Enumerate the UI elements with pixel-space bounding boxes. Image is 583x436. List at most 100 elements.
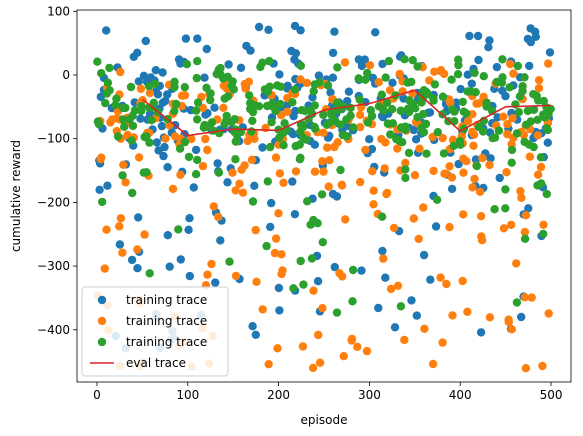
scatter-point-series-3 <box>128 188 137 198</box>
scatter-point-series-2 <box>337 180 346 189</box>
scatter-point-series-3 <box>470 68 479 78</box>
y-tick-label: 0 <box>62 68 70 82</box>
scatter-point-series-1 <box>136 114 145 123</box>
scatter-point-series-3 <box>248 197 258 206</box>
scatter-point-series-3 <box>404 148 414 158</box>
scatter-point-series-2 <box>176 170 185 179</box>
scatter-point-series-1 <box>407 296 416 305</box>
scatter-point-series-3 <box>254 102 264 111</box>
scatter-point-series-1 <box>447 184 457 194</box>
scatter-point-series-1 <box>211 278 220 287</box>
scatter-point-series-1 <box>258 143 267 152</box>
scatter-point-series-2 <box>121 178 130 187</box>
scatter-point-series-3 <box>332 308 342 317</box>
scatter-point-series-1 <box>254 22 264 32</box>
scatter-point-series-1 <box>174 55 184 64</box>
scatter-point-series-3 <box>180 83 189 92</box>
scatter-point-series-2 <box>386 284 396 294</box>
scatter-point-series-3 <box>401 165 410 174</box>
scatter-point-series-3 <box>361 75 370 85</box>
scatter-point-series-1 <box>275 70 284 79</box>
scatter-point-series-3 <box>529 142 538 152</box>
scatter-point-series-2 <box>214 212 223 222</box>
scatter-point-series-1 <box>202 44 211 54</box>
scatter-point-series-1 <box>419 250 429 260</box>
scatter-point-series-2 <box>100 264 110 273</box>
scatter-point-series-2 <box>240 79 249 89</box>
scatter-point-series-3 <box>417 98 426 107</box>
scatter-point-series-2 <box>438 338 447 347</box>
scatter-point-series-3 <box>127 136 136 145</box>
scatter-point-series-3 <box>377 90 386 99</box>
scatter-point-series-2 <box>469 141 478 150</box>
scatter-point-series-2 <box>264 360 273 369</box>
scatter-point-series-3 <box>333 63 342 72</box>
scatter-point-series-2 <box>516 187 525 196</box>
scatter-point-series-3 <box>125 115 134 124</box>
scatter-point-series-3 <box>388 119 398 128</box>
scatter-point-series-1 <box>216 236 225 245</box>
scatter-point-series-3 <box>449 141 458 151</box>
scatter-point-series-3 <box>309 87 318 96</box>
scatter-point-series-2 <box>133 245 142 254</box>
scatter-point-series-3 <box>245 91 254 100</box>
scatter-point-series-2 <box>539 220 548 229</box>
scatter-point-series-3 <box>180 137 190 147</box>
scatter-point-series-3 <box>396 106 405 115</box>
scatter-point-series-2 <box>468 127 477 137</box>
scatter-point-series-3 <box>303 197 312 206</box>
scatter-point-series-3 <box>518 82 527 91</box>
scatter-point-series-3 <box>94 120 104 129</box>
scatter-point-series-1 <box>288 177 297 186</box>
scatter-point-series-3 <box>193 115 202 124</box>
scatter-point-series-3 <box>93 57 102 66</box>
scatter-point-series-1 <box>381 273 390 282</box>
scatter-point-series-3 <box>288 98 297 107</box>
scatter-point-series-3 <box>175 144 185 153</box>
scatter-point-series-1 <box>360 55 369 64</box>
scatter-point-series-1 <box>151 66 160 75</box>
scatter-point-series-3 <box>302 135 311 144</box>
scatter-point-series-1 <box>545 48 555 57</box>
scatter-point-series-1 <box>134 77 143 86</box>
scatter-point-series-1 <box>328 73 338 82</box>
scatter-point-series-2 <box>180 91 190 100</box>
scatter-point-series-1 <box>473 31 483 41</box>
scatter-point-series-3 <box>542 189 551 199</box>
scatter-point-series-2 <box>136 84 146 94</box>
scatter-point-series-3 <box>422 149 431 158</box>
scatter-point-series-3 <box>396 302 406 311</box>
scatter-point-series-2 <box>395 69 404 79</box>
scatter-point-series-1 <box>163 231 172 240</box>
scatter-point-series-1 <box>485 36 494 45</box>
scatter-point-series-3 <box>539 110 548 119</box>
scatter-point-series-1 <box>531 27 540 36</box>
scatter-point-series-2 <box>446 98 455 108</box>
scatter-point-series-2 <box>504 317 513 327</box>
scatter-point-series-1 <box>250 181 259 190</box>
x-axis-ticks: 0 100 200 300 400 500 <box>93 382 562 402</box>
scatter-point-series-2 <box>340 58 350 67</box>
scatter-point-series-3 <box>348 297 357 306</box>
scatter-point-series-2 <box>237 165 246 174</box>
scatter-point-series-3 <box>172 99 181 109</box>
scatter-point-series-2 <box>361 145 370 155</box>
scatter-point-series-2 <box>415 144 424 153</box>
scatter-point-series-2 <box>538 361 547 371</box>
scatter-point-series-3 <box>271 106 280 116</box>
scatter-point-series-3 <box>543 125 552 135</box>
scatter-point-series-1 <box>486 154 495 163</box>
scatter-point-series-1 <box>330 262 339 272</box>
scatter-point-series-3 <box>225 257 234 266</box>
scatter-point-series-2 <box>475 187 485 196</box>
scatter-point-series-3 <box>453 70 463 79</box>
scatter-point-series-2 <box>463 116 473 126</box>
scatter-point-series-2 <box>525 152 535 161</box>
scatter-point-series-1 <box>95 185 104 194</box>
scatter-point-series-2 <box>140 230 149 239</box>
scatter-point-series-2 <box>277 269 286 279</box>
scatter-point-series-2 <box>170 132 180 141</box>
scatter-point-series-3 <box>466 87 475 96</box>
x-tick-label: 100 <box>176 388 199 402</box>
scatter-point-series-2 <box>400 335 409 345</box>
